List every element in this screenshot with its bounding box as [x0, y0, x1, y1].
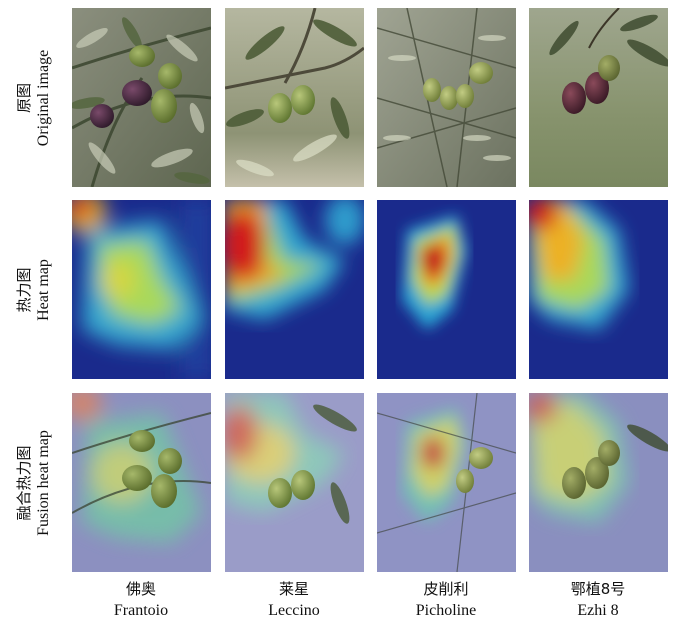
- column-label-en: Leccino: [268, 602, 320, 619]
- column-label-zh: 佛奥: [125, 580, 156, 598]
- column-label-picholine: 皮削利 Picholine: [371, 578, 521, 622]
- row-label-en: Heat map: [35, 258, 52, 321]
- column-label-zh: 莱星: [278, 580, 309, 598]
- original-image-ezhi8: [529, 8, 668, 187]
- heatmap-leccino: [225, 200, 364, 379]
- column-label-frantoio: 佛奥 Frantoio: [66, 578, 216, 622]
- fusion-heatmap-ezhi8: [529, 393, 668, 572]
- row-label-heatmap: 热力图 Heat map: [10, 200, 58, 379]
- original-image-frantoio: [72, 8, 211, 187]
- column-label-ezhi8: 鄂植8号 Ezhi 8: [523, 578, 673, 622]
- column-label-en: Ezhi 8: [577, 602, 619, 619]
- column-label-en: Frantoio: [113, 602, 169, 619]
- row-label-en: Fusion heat map: [35, 429, 53, 536]
- column-label-en: Picholine: [415, 602, 477, 619]
- row-label-zh: 原图: [15, 82, 34, 113]
- row-label-fusion: 融合热力图 Fusion heat map: [10, 393, 58, 572]
- row-label-original: 原图 Original image: [10, 8, 58, 187]
- heatmap-frantoio: [72, 200, 211, 379]
- fusion-heatmap-frantoio: [72, 393, 211, 572]
- column-label-leccino: 莱星 Leccino: [219, 578, 369, 622]
- original-image-leccino: [225, 8, 364, 187]
- original-image-picholine: [377, 8, 516, 187]
- fusion-heatmap-picholine: [377, 393, 516, 572]
- fusion-heatmap-leccino: [225, 393, 364, 572]
- column-label-zh: 鄂植8号: [570, 580, 626, 598]
- row-label-zh: 融合热力图: [15, 444, 34, 521]
- row-label-en: Original image: [35, 49, 53, 146]
- heatmap-ezhi8: [529, 200, 668, 379]
- heatmap-picholine: [377, 200, 516, 379]
- column-label-zh: 皮削利: [423, 580, 469, 598]
- row-label-zh: 热力图: [15, 267, 33, 313]
